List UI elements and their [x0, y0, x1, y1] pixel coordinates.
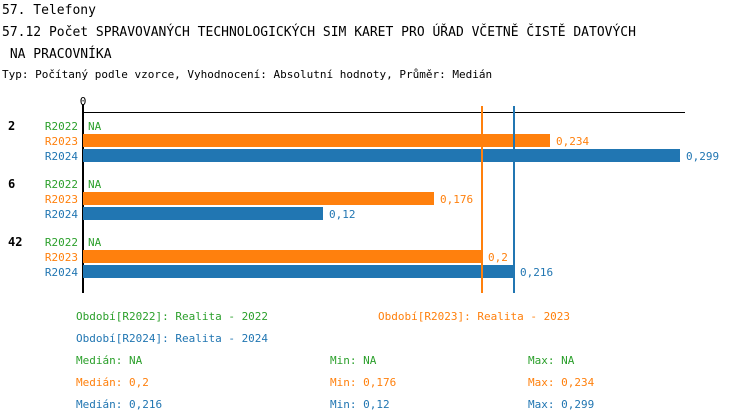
group-label: 42 — [8, 235, 23, 249]
x-axis-line — [83, 112, 685, 113]
group-label: 6 — [8, 177, 16, 191]
stat-max-r2023: Max: 0,234 — [528, 376, 595, 389]
group-label: 2 — [8, 119, 16, 133]
legend-period-r2022: Období[R2022]: Realita - 2022 — [76, 310, 269, 323]
bar-r2023-group-6 — [83, 192, 434, 205]
series-label-r2024: R2024 — [44, 150, 78, 163]
bar-value-label: 0,216 — [520, 266, 554, 279]
series-label-r2023: R2023 — [44, 135, 78, 148]
bar-r2023-group-2 — [83, 134, 550, 147]
bar-value-label: 0,234 — [556, 135, 590, 148]
na-label: NA — [88, 236, 102, 249]
series-label-r2022: R2022 — [44, 120, 78, 133]
chart-title: 57.12 Počet SPRAVOVANÝCH TECHNOLOGICKÝCH… — [2, 25, 636, 40]
stat-min-r2024: Min: 0,12 — [330, 398, 390, 411]
bar-r2024-group-42 — [83, 265, 514, 278]
bar-r2024-group-2 — [83, 149, 680, 162]
stat-max-r2022: Max: NA — [528, 354, 575, 367]
series-label-r2022: R2022 — [44, 178, 78, 191]
legend-period-r2023: Období[R2023]: Realita - 2023 — [378, 310, 571, 323]
bar-value-label: 0,176 — [440, 193, 474, 206]
series-label-r2024: R2024 — [44, 266, 78, 279]
chart-meta: Typ: Počítaný podle vzorce, Vyhodnocení:… — [2, 68, 493, 81]
series-label-r2022: R2022 — [44, 236, 78, 249]
series-label-r2024: R2024 — [44, 208, 78, 221]
series-label-r2023: R2023 — [44, 193, 78, 206]
stat-median-r2024: Medián: 0,216 — [76, 398, 163, 411]
stat-median-r2023: Medián: 0,2 — [76, 376, 149, 389]
legend-period-r2024: Období[R2024]: Realita - 2024 — [76, 332, 269, 345]
chart-title-2: NA PRACOVNÍKA — [2, 47, 112, 62]
stat-min-r2023: Min: 0,176 — [330, 376, 397, 389]
bar-value-label: 0,299 — [686, 150, 720, 163]
bar-value-label: 0,2 — [488, 251, 508, 264]
section-title: 57. Telefony — [2, 3, 96, 18]
stat-median-r2022: Medián: NA — [76, 354, 143, 367]
bar-value-label: 0,12 — [329, 208, 356, 221]
axis-tick-label-zero: 0 — [79, 95, 87, 108]
bar-r2023-group-42 — [83, 250, 482, 263]
na-label: NA — [88, 120, 102, 133]
na-label: NA — [88, 178, 102, 191]
bar-r2024-group-6 — [83, 207, 323, 220]
series-label-r2023: R2023 — [44, 251, 78, 264]
stat-max-r2024: Max: 0,299 — [528, 398, 595, 411]
ref-line-r2024 — [513, 106, 515, 293]
ref-line-r2023 — [481, 106, 483, 293]
stat-min-r2022: Min: NA — [330, 354, 377, 367]
